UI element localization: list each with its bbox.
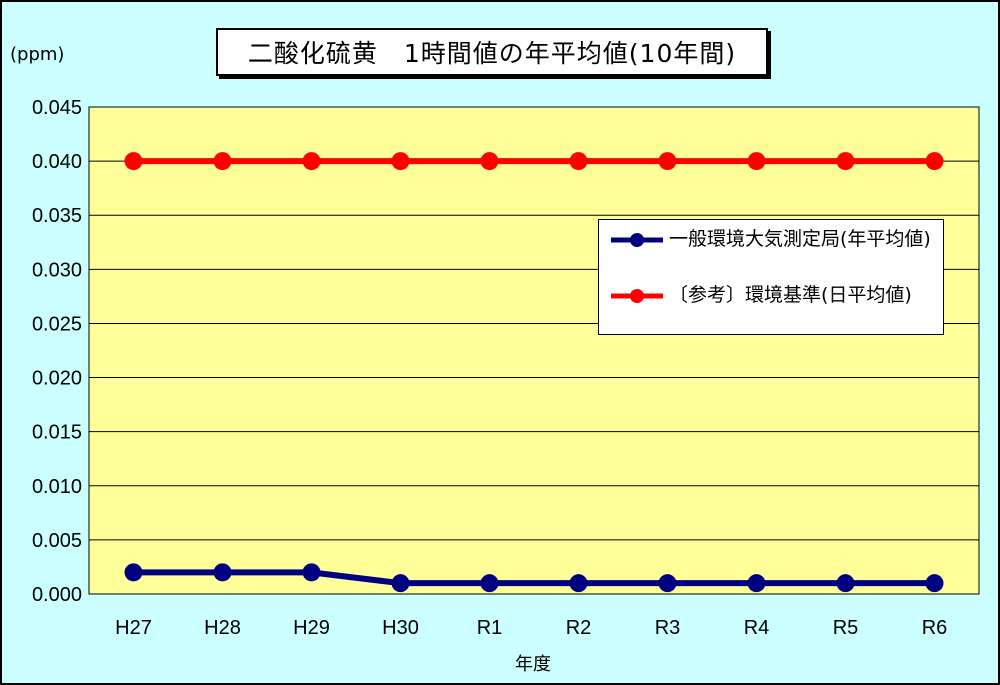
y-tick-label: 0.000 xyxy=(32,584,82,606)
data-point xyxy=(836,152,855,171)
x-tick-label: R5 xyxy=(833,617,859,639)
data-point xyxy=(124,563,143,582)
data-point xyxy=(213,152,232,171)
data-point xyxy=(925,152,944,171)
data-point xyxy=(391,574,410,593)
series-line-0 xyxy=(133,569,935,587)
data-point xyxy=(747,574,766,593)
x-axis-ticks: H27 H28 H29 H30 R1 R2 R3 R4 R5 R6 xyxy=(115,617,947,639)
x-axis-label: 年度 xyxy=(515,654,551,675)
legend-label-environmental-standard: 〔参考〕環境基準(日平均値) xyxy=(669,284,912,306)
chart-title: 二酸化硫黄 1時間値の年平均値(10年間) xyxy=(216,28,768,76)
legend-swatch-navy xyxy=(611,233,663,247)
data-point xyxy=(836,574,855,593)
y-tick-label: 0.045 xyxy=(32,97,82,119)
y-axis-label: (ppm) xyxy=(10,44,64,65)
x-tick-label: H27 xyxy=(115,617,152,639)
y-tick-label: 0.025 xyxy=(32,313,82,335)
data-point xyxy=(124,152,143,171)
series-lines xyxy=(124,152,944,593)
legend-label-general-station: 一般環境大気測定局(年平均値) xyxy=(669,228,931,250)
x-tick-label: R3 xyxy=(655,617,681,639)
x-tick-label: H29 xyxy=(293,617,330,639)
x-tick-label: H28 xyxy=(204,617,241,639)
data-point xyxy=(391,152,410,171)
x-tick-label: R4 xyxy=(744,617,770,639)
plot-area xyxy=(88,106,980,595)
y-tick-label: 0.010 xyxy=(32,476,82,498)
data-point xyxy=(213,563,232,582)
data-point xyxy=(302,152,321,171)
x-tick-label: R2 xyxy=(566,617,592,639)
y-tick-label: 0.020 xyxy=(32,368,82,390)
y-tick-label: 0.040 xyxy=(32,151,82,173)
data-point xyxy=(480,152,499,171)
y-tick-label: 0.030 xyxy=(32,259,82,281)
data-point xyxy=(925,574,944,593)
data-point xyxy=(747,152,766,171)
chart-title-text: 二酸化硫黄 1時間値の年平均値(10年間) xyxy=(247,39,737,68)
legend-swatch-red xyxy=(611,289,663,303)
y-tick-label: 0.005 xyxy=(32,530,82,552)
y-axis-ticks: 0.000 0.005 0.010 0.015 0.020 0.025 0.030 0.035… xyxy=(32,97,82,606)
legend: 一般環境大気測定局(年平均値) 〔参考〕環境基準(日平均値) xyxy=(598,219,944,335)
data-point xyxy=(480,574,499,593)
x-tick-label: R6 xyxy=(922,617,948,639)
data-point xyxy=(658,152,677,171)
data-point xyxy=(658,574,677,593)
data-point xyxy=(302,563,321,582)
data-point xyxy=(569,574,588,593)
y-tick-label: 0.035 xyxy=(32,205,82,227)
data-point xyxy=(569,152,588,171)
x-tick-label: H30 xyxy=(382,617,419,639)
x-tick-label: R1 xyxy=(477,617,503,639)
y-tick-label: 0.015 xyxy=(32,422,82,444)
